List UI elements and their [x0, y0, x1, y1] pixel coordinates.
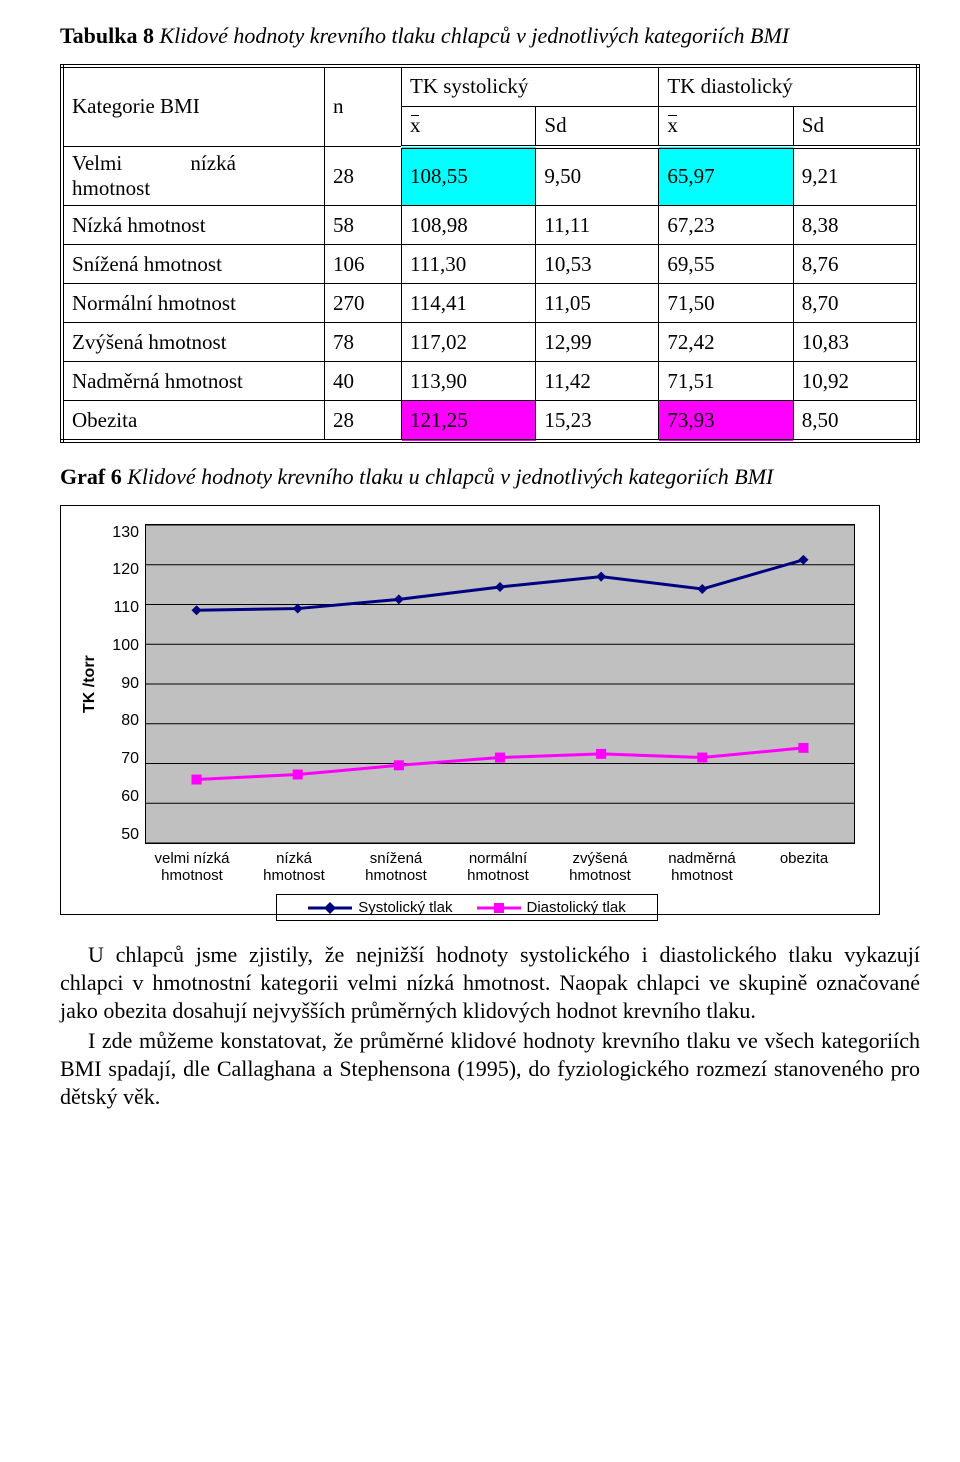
col-header-n: n	[325, 66, 402, 147]
ytick-label: 80	[101, 712, 139, 730]
ytick-label: 100	[101, 637, 139, 655]
table-cell: 10,53	[536, 245, 659, 284]
xtick-label: nadměrnáhmotnost	[651, 850, 753, 885]
table-cell: 108,55	[402, 147, 536, 206]
ytick-label: 90	[101, 675, 139, 693]
table-row: Normální hmotnost270114,4111,0571,508,70	[62, 284, 918, 323]
table-row: Snížená hmotnost106111,3010,5369,558,76	[62, 245, 918, 284]
table-cell: 9,50	[536, 147, 659, 206]
table-cell: 15,23	[536, 401, 659, 442]
table-cell: 28	[325, 147, 402, 206]
table-cell: 65,97	[659, 147, 793, 206]
col-subheader-sd-dia: Sd	[793, 106, 918, 147]
chart-yticks: 130 120 110 100 90 80 70 60 50	[101, 524, 145, 844]
xtick-label: velmi nízkáhmotnost	[141, 850, 243, 885]
table-cell: 9,21	[793, 147, 918, 206]
chart-container: TK /torr 130 120 110 100 90 80 70 60 50 velmi ní…	[60, 505, 880, 915]
table-cell: 113,90	[402, 362, 536, 401]
xtick-label: normálníhmotnost	[447, 850, 549, 885]
table-cell: Normální hmotnost	[62, 284, 325, 323]
graph-caption-label: Graf 6	[60, 464, 122, 489]
legend-label-systolic: Systolický tlak	[358, 899, 452, 916]
table-cell: 12,99	[536, 323, 659, 362]
body-text: U chlapců jsme zjistily, že nejnižší hod…	[60, 941, 920, 1112]
body-paragraph-2: I zde můžeme konstatovat, že průměrné kl…	[60, 1027, 920, 1111]
table-cell: Obezita	[62, 401, 325, 442]
table-cell: 67,23	[659, 206, 793, 245]
xtick-label: zvýšenáhmotnost	[549, 850, 651, 885]
table-cell: 69,55	[659, 245, 793, 284]
col-header-diastolic: TK diastolický	[659, 66, 918, 107]
table-row: Nadměrná hmotnost40113,9011,4271,5110,92	[62, 362, 918, 401]
col-subheader-sd-sys: Sd	[536, 106, 659, 147]
graph-caption: Graf 6 Klidové hodnoty krevního tlaku u …	[60, 463, 920, 491]
ytick-label: 110	[101, 599, 139, 617]
chart-ylabel: TK /torr	[79, 524, 101, 844]
ytick-label: 120	[101, 561, 139, 579]
table-caption-label: Tabulka 8	[60, 23, 154, 48]
table-cell: 28	[325, 401, 402, 442]
table-cell: Nadměrná hmotnost	[62, 362, 325, 401]
col-header-category: Kategorie BMI	[62, 66, 325, 147]
table-cell: 40	[325, 362, 402, 401]
table-row: Nízká hmotnost58108,9811,1167,238,38	[62, 206, 918, 245]
table-cell: 8,50	[793, 401, 918, 442]
chart-xticks: velmi nízkáhmotnostnízkáhmotnostsníženáh…	[141, 850, 855, 885]
table-cell: 73,93	[659, 401, 793, 442]
table-cell: 106	[325, 245, 402, 284]
col-header-systolic: TK systolický	[402, 66, 659, 107]
table-cell: 8,38	[793, 206, 918, 245]
table-cell: Snížená hmotnost	[62, 245, 325, 284]
table-cell: 270	[325, 284, 402, 323]
chart-plot-area	[145, 524, 855, 844]
table-row: Zvýšená hmotnost78117,0212,9972,4210,83	[62, 323, 918, 362]
table-cell: 8,70	[793, 284, 918, 323]
legend-label-diastolic: Diastolický tlak	[527, 899, 626, 916]
table-cell: Nízká hmotnost	[62, 206, 325, 245]
table-cell: 10,83	[793, 323, 918, 362]
table-cell: 8,76	[793, 245, 918, 284]
ytick-label: 70	[101, 750, 139, 768]
graph-caption-text: Klidové hodnoty krevního tlaku u chlapců…	[127, 464, 773, 489]
table-cell: 11,42	[536, 362, 659, 401]
table-cell: 111,30	[402, 245, 536, 284]
table-cell: 58	[325, 206, 402, 245]
table-cell: 11,05	[536, 284, 659, 323]
body-paragraph-1: U chlapců jsme zjistily, že nejnižší hod…	[60, 941, 920, 1025]
table-row: Velmi nízkáhmotnost28108,559,5065,979,21	[62, 147, 918, 206]
ytick-label: 60	[101, 788, 139, 806]
bmi-table: Kategorie BMI n TK systolický TK diastol…	[60, 64, 920, 444]
xtick-label: sníženáhmotnost	[345, 850, 447, 885]
table-cell: Zvýšená hmotnost	[62, 323, 325, 362]
ytick-label: 130	[101, 524, 139, 542]
table-cell: 10,92	[793, 362, 918, 401]
col-subheader-xbar-dia: x	[659, 106, 793, 147]
table-cell: 72,42	[659, 323, 793, 362]
table-cell: 121,25	[402, 401, 536, 442]
table-cell: Velmi nízkáhmotnost	[62, 147, 325, 206]
table-row: Obezita28121,2515,2373,938,50	[62, 401, 918, 442]
chart-legend: Systolický tlak Diastolický tlak	[276, 894, 658, 921]
xtick-label: obezita	[753, 850, 855, 885]
table-cell: 108,98	[402, 206, 536, 245]
table-caption-text: Klidové hodnoty krevního tlaku chlapců v…	[159, 23, 789, 48]
legend-item-systolic: Systolický tlak	[308, 899, 452, 916]
ytick-label: 50	[101, 826, 139, 844]
table-cell: 71,50	[659, 284, 793, 323]
table-cell: 114,41	[402, 284, 536, 323]
table-cell: 117,02	[402, 323, 536, 362]
table-caption: Tabulka 8 Klidové hodnoty krevního tlaku…	[60, 22, 920, 50]
table-cell: 78	[325, 323, 402, 362]
legend-item-diastolic: Diastolický tlak	[477, 899, 626, 916]
xtick-label: nízkáhmotnost	[243, 850, 345, 885]
col-subheader-xbar-sys: x	[402, 106, 536, 147]
table-cell: 11,11	[536, 206, 659, 245]
table-cell: 71,51	[659, 362, 793, 401]
